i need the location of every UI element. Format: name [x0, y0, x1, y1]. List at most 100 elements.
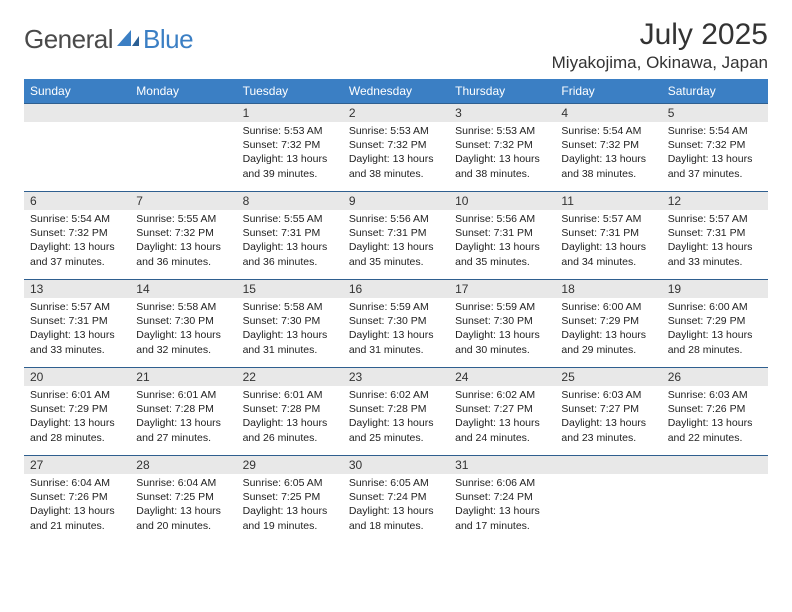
daylight-line-1: Daylight: 13 hours	[668, 240, 762, 254]
sunrise-line: Sunrise: 6:02 AM	[455, 388, 549, 402]
daylight-line-2: and 25 minutes.	[349, 431, 443, 445]
calendar-table: Sunday Monday Tuesday Wednesday Thursday…	[24, 79, 768, 543]
sunset-line: Sunset: 7:25 PM	[243, 490, 337, 504]
sunset-line: Sunset: 7:31 PM	[243, 226, 337, 240]
day-number: 16	[343, 279, 449, 298]
daylight-line-2: and 24 minutes.	[455, 431, 549, 445]
daylight-line-1: Daylight: 13 hours	[349, 152, 443, 166]
week-row: 1Sunrise: 5:53 AMSunset: 7:32 PMDaylight…	[24, 103, 768, 191]
sunrise-line: Sunrise: 5:59 AM	[455, 300, 549, 314]
daylight-line-2: and 35 minutes.	[349, 255, 443, 269]
daylight-line-2: and 30 minutes.	[455, 343, 549, 357]
sunrise-line: Sunrise: 6:03 AM	[561, 388, 655, 402]
day-number: 29	[237, 455, 343, 474]
day-cell: 4Sunrise: 5:54 AMSunset: 7:32 PMDaylight…	[555, 103, 661, 191]
sunset-line: Sunset: 7:31 PM	[561, 226, 655, 240]
day-details: Sunrise: 5:54 AMSunset: 7:32 PMDaylight:…	[555, 122, 661, 185]
daylight-line-2: and 37 minutes.	[30, 255, 124, 269]
sunrise-line: Sunrise: 6:06 AM	[455, 476, 549, 490]
day-details: Sunrise: 5:54 AMSunset: 7:32 PMDaylight:…	[662, 122, 768, 185]
daylight-line-2: and 26 minutes.	[243, 431, 337, 445]
daylight-line-2: and 37 minutes.	[668, 167, 762, 181]
day-number: 7	[130, 191, 236, 210]
sunrise-line: Sunrise: 5:55 AM	[136, 212, 230, 226]
day-number: 31	[449, 455, 555, 474]
brand-logo: General Blue	[24, 24, 193, 55]
day-details: Sunrise: 5:55 AMSunset: 7:32 PMDaylight:…	[130, 210, 236, 273]
day-cell: 7Sunrise: 5:55 AMSunset: 7:32 PMDaylight…	[130, 191, 236, 279]
day-number: 11	[555, 191, 661, 210]
day-cell: 22Sunrise: 6:01 AMSunset: 7:28 PMDayligh…	[237, 367, 343, 455]
daylight-line-1: Daylight: 13 hours	[561, 416, 655, 430]
sunset-line: Sunset: 7:29 PM	[30, 402, 124, 416]
day-details: Sunrise: 5:59 AMSunset: 7:30 PMDaylight:…	[343, 298, 449, 361]
day-number: 17	[449, 279, 555, 298]
sunset-line: Sunset: 7:32 PM	[668, 138, 762, 152]
sunrise-line: Sunrise: 5:58 AM	[136, 300, 230, 314]
daylight-line-1: Daylight: 13 hours	[349, 504, 443, 518]
day-number: 12	[662, 191, 768, 210]
daylight-line-2: and 28 minutes.	[30, 431, 124, 445]
daylight-line-2: and 19 minutes.	[243, 519, 337, 533]
daylight-line-2: and 17 minutes.	[455, 519, 549, 533]
daylight-line-2: and 34 minutes.	[561, 255, 655, 269]
brand-word-general: General	[24, 24, 113, 55]
daylight-line-2: and 38 minutes.	[349, 167, 443, 181]
week-row: 6Sunrise: 5:54 AMSunset: 7:32 PMDaylight…	[24, 191, 768, 279]
daylight-line-2: and 31 minutes.	[349, 343, 443, 357]
day-details: Sunrise: 5:57 AMSunset: 7:31 PMDaylight:…	[662, 210, 768, 273]
daylight-line-1: Daylight: 13 hours	[30, 416, 124, 430]
day-cell	[24, 103, 130, 191]
sunrise-line: Sunrise: 5:53 AM	[349, 124, 443, 138]
day-details: Sunrise: 5:56 AMSunset: 7:31 PMDaylight:…	[449, 210, 555, 273]
sunrise-line: Sunrise: 5:54 AM	[668, 124, 762, 138]
day-details: Sunrise: 5:55 AMSunset: 7:31 PMDaylight:…	[237, 210, 343, 273]
sunrise-line: Sunrise: 6:04 AM	[136, 476, 230, 490]
daylight-line-2: and 23 minutes.	[561, 431, 655, 445]
daylight-line-2: and 22 minutes.	[668, 431, 762, 445]
sunset-line: Sunset: 7:24 PM	[349, 490, 443, 504]
day-cell: 27Sunrise: 6:04 AMSunset: 7:26 PMDayligh…	[24, 455, 130, 543]
month-title: July 2025	[552, 18, 768, 51]
daylight-line-1: Daylight: 13 hours	[30, 504, 124, 518]
daylight-line-2: and 33 minutes.	[668, 255, 762, 269]
daylight-line-2: and 32 minutes.	[136, 343, 230, 357]
sunrise-line: Sunrise: 5:53 AM	[455, 124, 549, 138]
sunrise-line: Sunrise: 6:02 AM	[349, 388, 443, 402]
sunset-line: Sunset: 7:28 PM	[349, 402, 443, 416]
day-details: Sunrise: 6:02 AMSunset: 7:28 PMDaylight:…	[343, 386, 449, 449]
daylight-line-2: and 20 minutes.	[136, 519, 230, 533]
day-number: 13	[24, 279, 130, 298]
dow-friday: Friday	[555, 79, 661, 103]
daylight-line-1: Daylight: 13 hours	[349, 328, 443, 342]
day-cell: 18Sunrise: 6:00 AMSunset: 7:29 PMDayligh…	[555, 279, 661, 367]
brand-word-blue: Blue	[143, 24, 193, 55]
day-cell: 2 Sunrise: 5:53 AMSunset: 7:32 PMDaylight…	[343, 103, 449, 191]
title-block: July 2025 Miyakojima, Okinawa, Japan	[552, 18, 768, 73]
day-cell: 15Sunrise: 5:58 AMSunset: 7:30 PMDayligh…	[237, 279, 343, 367]
sunset-line: Sunset: 7:26 PM	[30, 490, 124, 504]
daylight-line-1: Daylight: 13 hours	[136, 240, 230, 254]
day-number: 8	[237, 191, 343, 210]
day-details: Sunrise: 6:01 AMSunset: 7:28 PMDaylight:…	[130, 386, 236, 449]
day-number	[24, 103, 130, 122]
daylight-line-1: Daylight: 13 hours	[668, 152, 762, 166]
week-row: 13Sunrise: 5:57 AMSunset: 7:31 PMDayligh…	[24, 279, 768, 367]
daylight-line-2: and 18 minutes.	[349, 519, 443, 533]
day-details: Sunrise: 6:00 AMSunset: 7:29 PMDaylight:…	[662, 298, 768, 361]
sunrise-line: Sunrise: 5:57 AM	[561, 212, 655, 226]
day-cell	[130, 103, 236, 191]
day-details: Sunrise: 6:00 AMSunset: 7:29 PMDaylight:…	[555, 298, 661, 361]
sunrise-line: Sunrise: 5:53 AM	[243, 124, 337, 138]
day-cell	[555, 455, 661, 543]
daylight-line-1: Daylight: 13 hours	[136, 328, 230, 342]
sunrise-line: Sunrise: 6:00 AM	[668, 300, 762, 314]
sunset-line: Sunset: 7:29 PM	[668, 314, 762, 328]
day-number: 2	[343, 103, 449, 122]
day-cell: 30Sunrise: 6:05 AMSunset: 7:24 PMDayligh…	[343, 455, 449, 543]
day-details: Sunrise: 6:01 AMSunset: 7:29 PMDaylight:…	[24, 386, 130, 449]
sunrise-line: Sunrise: 6:04 AM	[30, 476, 124, 490]
daylight-line-2: and 38 minutes.	[455, 167, 549, 181]
sunset-line: Sunset: 7:32 PM	[349, 138, 443, 152]
day-cell: 19Sunrise: 6:00 AMSunset: 7:29 PMDayligh…	[662, 279, 768, 367]
